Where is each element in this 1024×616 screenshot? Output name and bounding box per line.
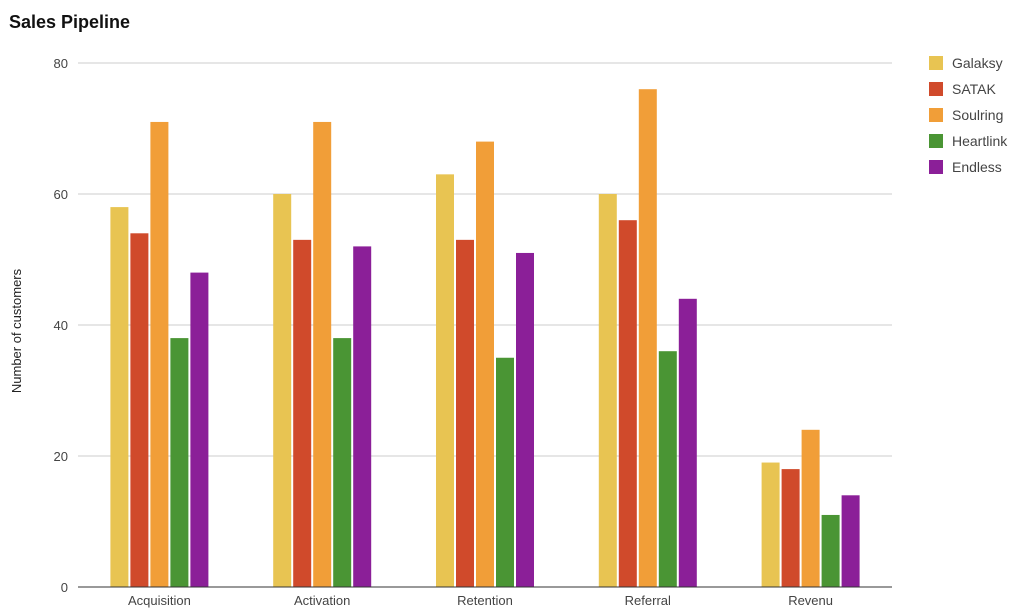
bar-heartlink-activation xyxy=(333,338,352,587)
bar-heartlink-retention xyxy=(496,357,514,587)
chart-title: Sales Pipeline xyxy=(9,12,131,32)
bar-soulring-referral xyxy=(638,89,657,587)
bar-heartlink-acquisition xyxy=(170,338,189,587)
legend-swatch xyxy=(929,108,943,122)
bar-soulring-activation xyxy=(313,121,332,587)
y-tick-label: 80 xyxy=(54,56,68,71)
bar-endless-revenu xyxy=(841,495,860,587)
bar-galaksy-activation xyxy=(273,194,292,587)
x-tick-label: Revenu xyxy=(788,593,833,608)
bar-satak-retention xyxy=(456,239,474,587)
bar-satak-activation xyxy=(293,239,312,587)
bar-endless-referral xyxy=(678,298,697,587)
y-axis-title: Number of customers xyxy=(9,268,24,393)
bar-soulring-retention xyxy=(476,141,494,587)
bar-galaksy-referral xyxy=(598,194,617,587)
legend-swatch xyxy=(929,82,943,96)
legend-swatch xyxy=(929,134,943,148)
y-tick-label: 60 xyxy=(54,187,68,202)
legend-swatch xyxy=(929,160,943,174)
bar-satak-revenu xyxy=(781,469,800,587)
bar-galaksy-acquisition xyxy=(110,207,129,587)
y-tick-label: 40 xyxy=(54,318,68,333)
x-tick-label: Retention xyxy=(457,593,513,608)
legend-label: Heartlink xyxy=(952,133,1008,149)
y-tick-label: 20 xyxy=(54,449,68,464)
bar-endless-retention xyxy=(516,252,534,587)
bar-satak-referral xyxy=(618,220,637,587)
bar-galaksy-revenu xyxy=(761,462,780,587)
axes: 0 20 40 60 80 Acquisition Activation Retention R… xyxy=(54,56,892,608)
x-tick-label: Acquisition xyxy=(128,593,191,608)
bar-satak-acquisition xyxy=(130,233,149,588)
bars xyxy=(110,89,860,588)
legend-label: Soulring xyxy=(952,107,1003,123)
legend-label: Endless xyxy=(952,159,1002,175)
legend: Galaksy SATAK Soulring Heartlink Endless xyxy=(929,55,1008,175)
bar-heartlink-revenu xyxy=(821,514,840,587)
bar-soulring-acquisition xyxy=(150,121,169,587)
x-tick-label: Referral xyxy=(625,593,671,608)
bar-heartlink-referral xyxy=(658,351,677,587)
bar-soulring-revenu xyxy=(801,429,820,587)
bar-galaksy-retention xyxy=(436,174,454,587)
legend-swatch xyxy=(929,56,943,70)
legend-label: SATAK xyxy=(952,81,996,97)
x-tick-label: Activation xyxy=(294,593,350,608)
bar-endless-activation xyxy=(353,246,372,587)
y-tick-label: 0 xyxy=(61,580,68,595)
bar-endless-acquisition xyxy=(190,272,209,587)
legend-label: Galaksy xyxy=(952,55,1003,71)
